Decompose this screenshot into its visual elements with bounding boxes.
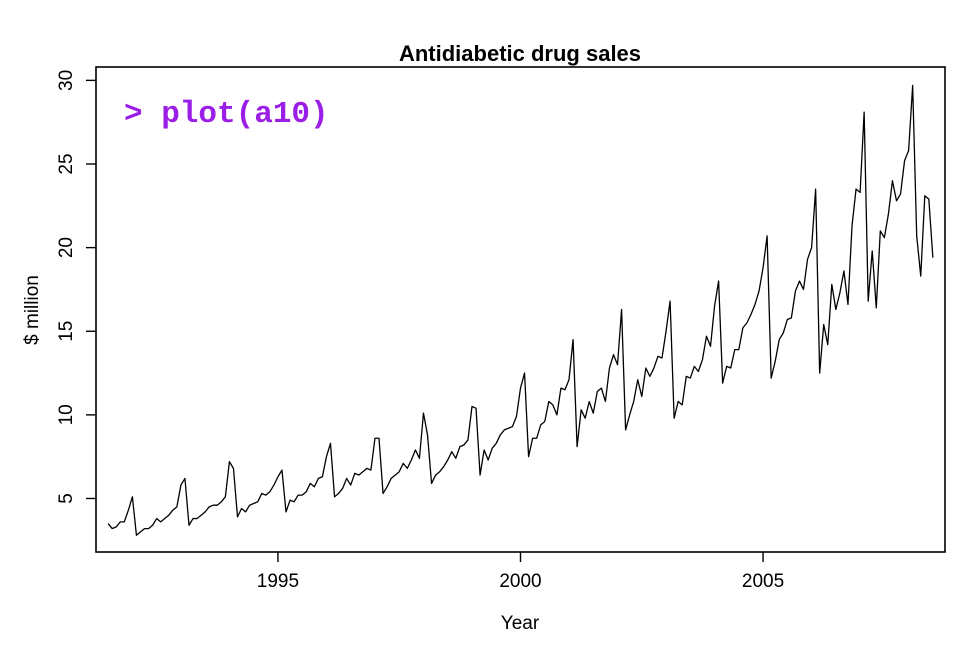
code-annotation: > plot(a10): [124, 97, 329, 132]
y-tick-label: 5: [56, 493, 77, 504]
x-axis: 1995 2000 2005: [257, 552, 784, 592]
series-line: [107, 84, 934, 536]
plot-frame: [95, 66, 946, 553]
y-axis: 5 10 15 20 25 30: [56, 70, 96, 504]
y-tick-label: 20: [56, 237, 77, 258]
y-tick-label: 10: [56, 404, 77, 425]
chart-title: Antidiabetic drug sales: [399, 41, 641, 66]
x-axis-label: Year: [501, 613, 540, 634]
x-tick-label: 2000: [499, 571, 541, 592]
x-tick-label: 2005: [742, 571, 784, 592]
y-tick-label: 30: [56, 70, 77, 91]
x-tick-label: 1995: [257, 571, 299, 592]
y-axis-label: $ million: [22, 275, 43, 345]
y-tick-label: 15: [56, 321, 77, 342]
y-tick-label: 25: [56, 153, 77, 174]
